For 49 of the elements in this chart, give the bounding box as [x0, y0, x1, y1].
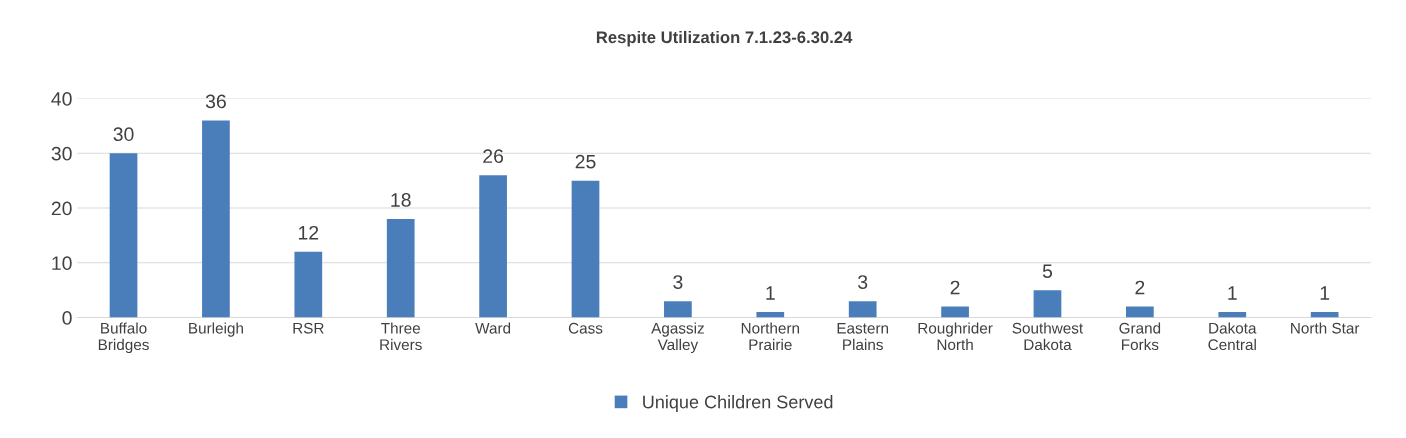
data-label: 26 [483, 149, 504, 164]
chart-title: Respite Utilization 7.1.23-6.30.24 [596, 30, 853, 47]
y-tick-label: 20 [51, 201, 72, 216]
y-tick-label: 0 [62, 311, 72, 325]
x-tick-label: Three Rivers [380, 322, 422, 351]
data-label: 36 [205, 94, 226, 109]
x-tick-label: Grand Forks [1119, 322, 1161, 351]
x-tick-label: Burleigh [189, 322, 243, 337]
x-tick-label: Buffalo Bridges [98, 322, 149, 354]
bar [848, 301, 877, 318]
bar [386, 219, 415, 318]
data-label: 3 [858, 275, 868, 289]
data-label: 30 [113, 127, 134, 142]
x-tick-label: North Star [1291, 322, 1360, 334]
data-label: 12 [298, 225, 319, 240]
x-tick-label: Roughrider North [918, 322, 993, 351]
data-label: 2 [950, 280, 960, 295]
bar [1218, 312, 1247, 318]
bar [756, 312, 785, 318]
data-label: 25 [575, 154, 596, 169]
bar [109, 153, 138, 318]
x-tick-label: RSR [293, 322, 324, 334]
data-label: 1 [1228, 286, 1237, 300]
bar [571, 180, 600, 318]
data-label: 1 [1320, 286, 1330, 300]
x-tick-label: Dakota Central [1208, 322, 1257, 351]
bar [479, 175, 507, 318]
bar [294, 251, 323, 318]
x-tick-label: Agassiz Valley [651, 322, 704, 354]
y-tick-label: 40 [51, 92, 72, 106]
bar [1310, 312, 1339, 318]
data-label: 5 [1042, 264, 1053, 278]
x-tick-label: Southwest Dakota [1012, 322, 1084, 351]
bar [941, 306, 969, 318]
bar [664, 301, 692, 318]
x-tick-label: Ward [475, 322, 511, 334]
x-tick-label: Northern Prairie [741, 322, 800, 351]
legend-label: Unique Children Served [643, 395, 833, 412]
y-tick-label: 10 [52, 256, 72, 271]
bar [1126, 306, 1154, 318]
data-label: 3 [673, 275, 683, 289]
x-tick-label: Eastern Plains [837, 322, 889, 351]
data-label: 18 [391, 193, 411, 207]
data-label: 1 [766, 286, 775, 300]
bar [1033, 290, 1062, 318]
y-tick-label: 30 [51, 146, 72, 161]
x-tick-label: Cass [568, 322, 603, 334]
data-label: 2 [1135, 280, 1145, 295]
bar [202, 120, 230, 318]
